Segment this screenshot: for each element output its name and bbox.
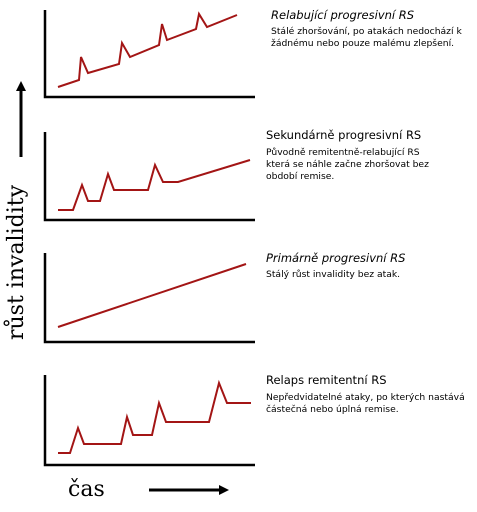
panel-relabujici-description: Stálé zhoršování, po atakách nedochází k… [271, 26, 462, 49]
panel-primarne-title: Primárně progresivní RS [266, 251, 406, 265]
panel-primarne-axes [43, 253, 255, 344]
y-axis-label: růst invalidity [4, 184, 29, 340]
panel-relabujici-axes [43, 10, 255, 99]
panel-sekundarne-curve [58, 159, 251, 211]
panel-primarne-description: Stálý růst invalidity bez atak. [266, 269, 401, 280]
panel-relaps-curve [58, 379, 251, 454]
panel-relabujici-graph [43, 10, 255, 99]
panel-relaps-graph [43, 375, 255, 467]
panel-relaps-axes [43, 375, 255, 467]
panel-relabujici-title: Relabující progresivní RS [271, 8, 415, 22]
panel-sekundarne-graph [43, 132, 255, 222]
panel-primarne-graph [43, 253, 255, 344]
panel-relaps-title: Relaps remitentní RS [266, 373, 387, 387]
panel-primarne-curve [57, 263, 247, 328]
panel-sekundarne-title: Sekundárně progresivní RS [266, 128, 422, 142]
panel-relaps-description: Nepředvidatelné ataky, po kterých nastáv… [266, 392, 465, 415]
panel-sekundarne-axes [43, 132, 255, 222]
x-axis-label: čas [68, 477, 105, 502]
panel-sekundarne-description: Původně remitentně-relabující RS která s… [266, 147, 429, 182]
panel-relabujici-curve [57, 11, 238, 88]
